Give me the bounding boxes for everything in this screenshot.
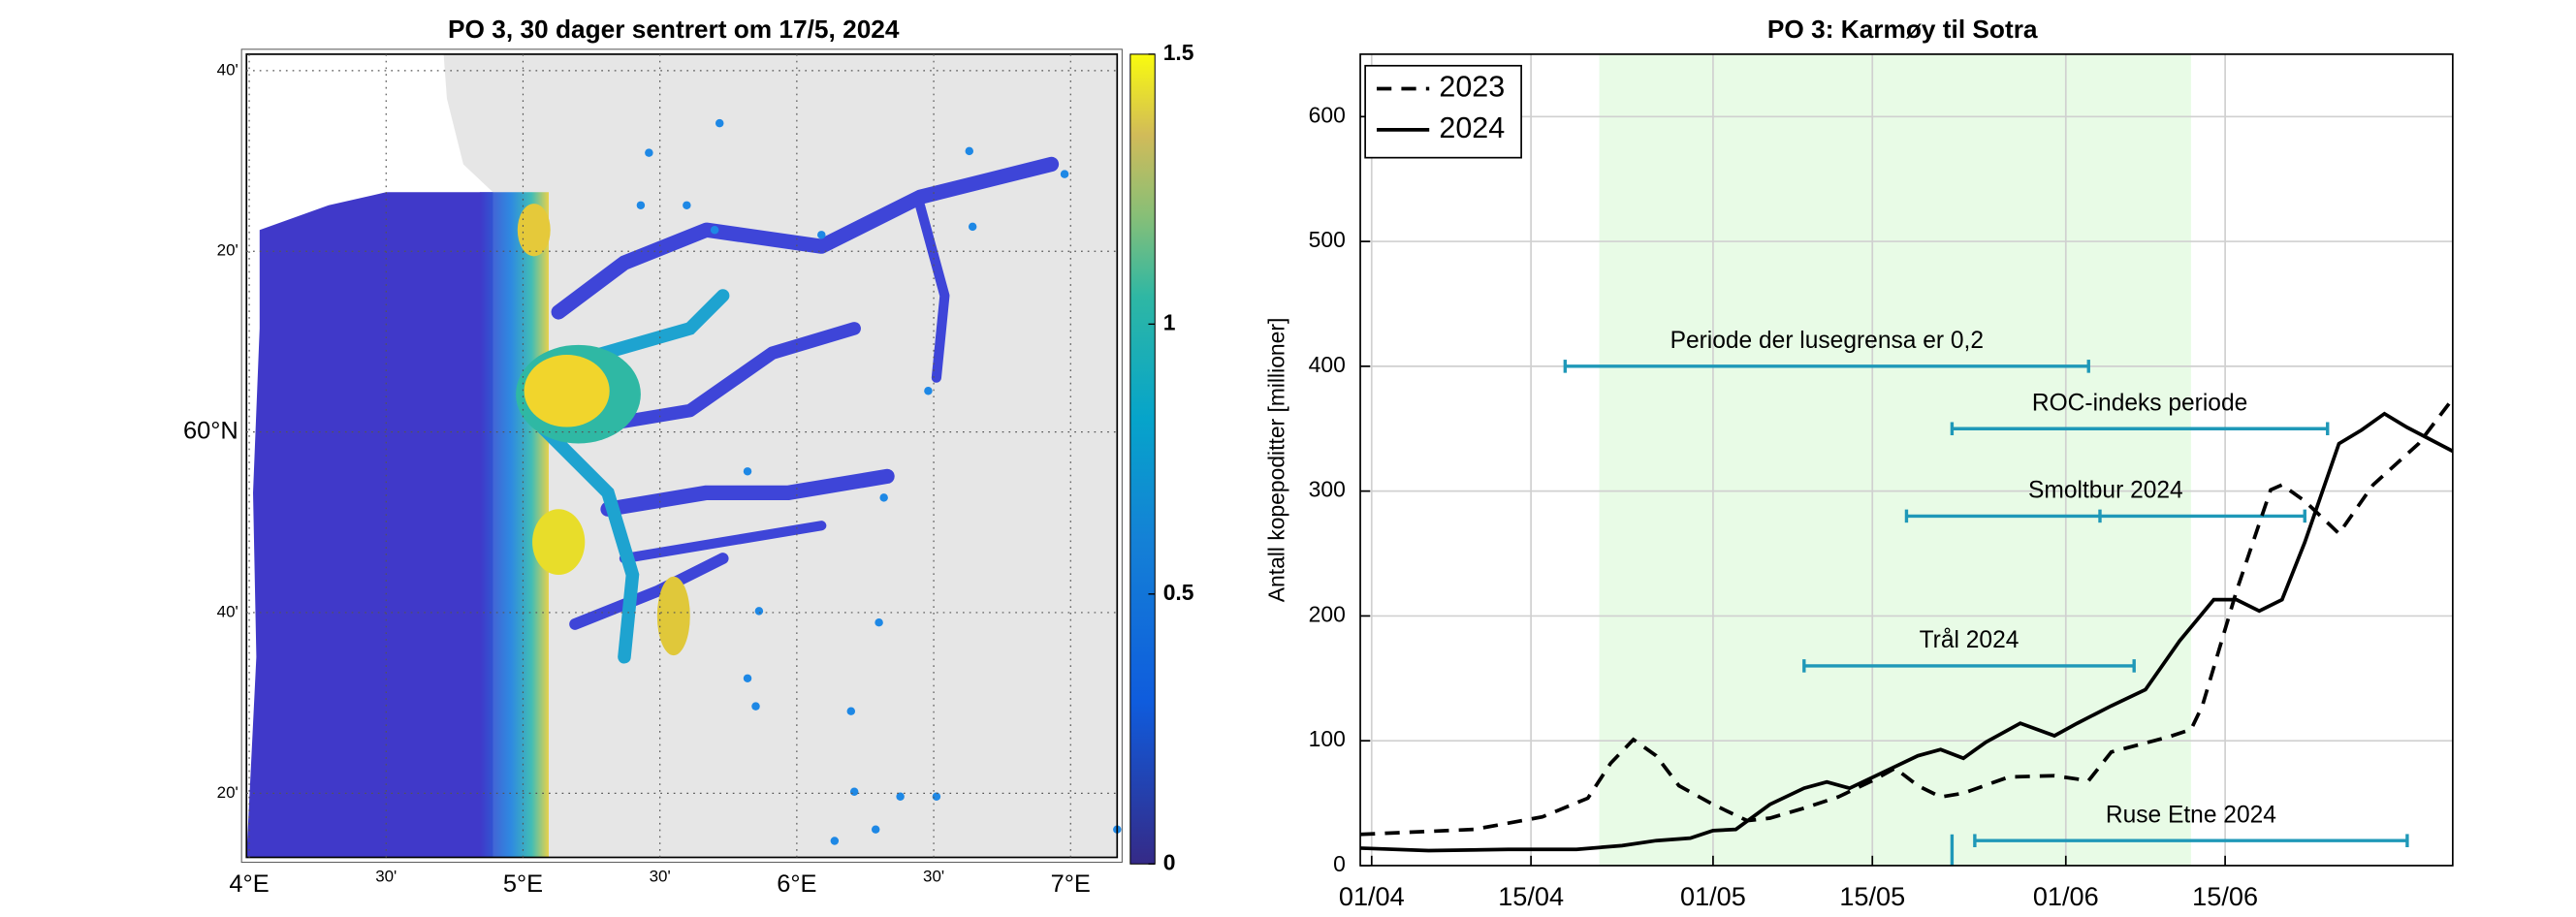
y-tick-label: 400 [1309,352,1346,377]
y-tick-label: 60°N [183,417,239,444]
colorbar-tick-label: 0.5 [1163,580,1194,605]
y-tick-label: 200 [1309,601,1346,626]
colorbar-tick-label: 1 [1163,309,1176,334]
axes-box [1359,53,2454,867]
legend-label: 2023 [1439,71,1505,104]
y-tick-label: 0 [1333,851,1346,876]
y-tick-label: 600 [1309,102,1346,127]
annotation-label: Trål 2024 [1920,627,2019,653]
y-tick-label: 500 [1309,227,1346,252]
colorbar [1129,53,1156,865]
data-line [1359,411,2454,853]
legend: 2023 2024 [1364,64,1522,159]
colorbar-tick-label: 0 [1163,849,1176,874]
x-tick-label: 15/06 [2192,881,2258,911]
map-title: PO 3, 30 dager sentrert om 17/5, 2024 [448,15,900,44]
x-tick-label: 7°E [1051,870,1091,898]
chart-title: PO 3: Karmøy til Sotra [1767,15,2038,44]
x-tick-label: 30' [923,867,944,885]
x-tick-label: 4°E [229,870,269,898]
y-tick-label: 40' [217,602,239,620]
x-tick-label: 01/05 [1680,881,1746,911]
map-raster [240,48,1123,864]
x-tick-label: 01/06 [2033,881,2099,911]
x-tick-label: 30' [650,867,671,885]
legend-label: 2024 [1439,111,1505,144]
x-tick-label: 6°E [777,870,816,898]
x-tick-label: 5°E [503,870,543,898]
y-tick-label: 20' [217,783,239,802]
annotation-label: Periode der lusegrensa er 0,2 [1670,328,1984,354]
data-line [1359,397,2455,837]
y-axis-label: Antall kopepoditter [millioner] [1263,318,1288,603]
y-tick-label: 20' [217,241,239,260]
y-tick-label: 40' [217,60,239,79]
colorbar-tick-label: 1.5 [1163,40,1194,65]
y-tick-label: 100 [1309,726,1346,751]
x-tick-label: 01/04 [1339,881,1405,911]
x-tick-label: 15/04 [1498,881,1564,911]
legend-box [1364,64,1522,159]
annotation-label: Smoltbur 2024 [2028,477,2183,503]
x-tick-label: 30' [375,867,397,885]
y-tick-label: 300 [1309,477,1346,502]
annotation-label: ROC-indeks periode [2032,390,2247,416]
shaded-period [1599,53,2191,866]
x-tick-label: 15/05 [1839,881,1905,911]
annotation-label: Ruse Etne 2024 [2106,802,2276,828]
